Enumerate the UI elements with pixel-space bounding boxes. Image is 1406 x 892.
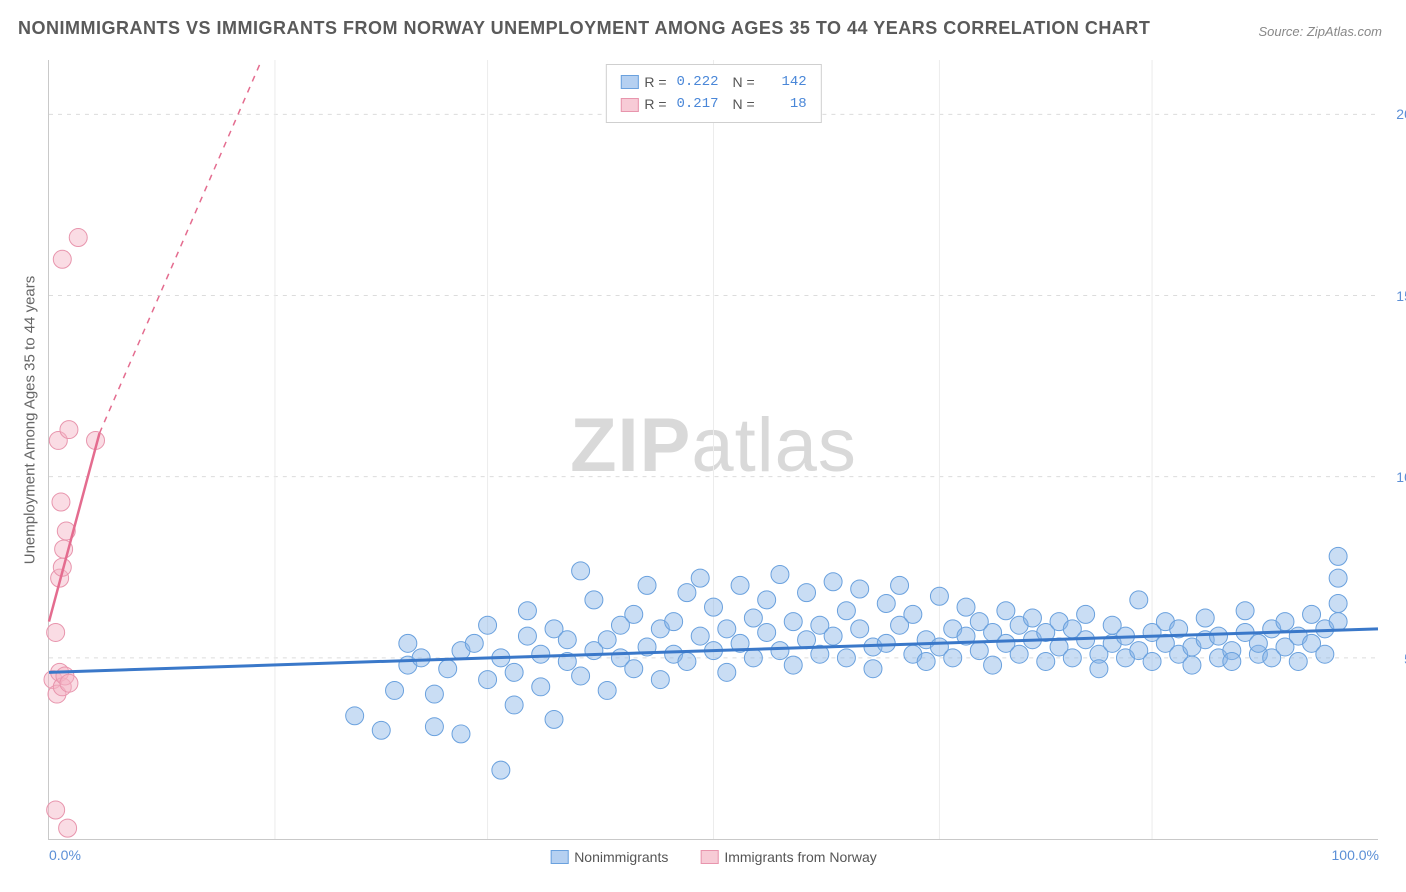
stats-legend: R = 0.222 N = 142 R = 0.217 N = 18: [605, 64, 821, 123]
n-label: N =: [733, 71, 755, 93]
series-legend: Nonimmigrants Immigrants from Norway: [550, 849, 877, 865]
plot-area: ZIPatlas 5.0%10.0%15.0%20.0% 0.0%100.0% …: [48, 60, 1378, 840]
x-tick-label: 100.0%: [1332, 847, 1379, 863]
y-axis-label: Unemployment Among Ages 35 to 44 years: [22, 276, 39, 565]
source-attribution: Source: ZipAtlas.com: [1258, 24, 1382, 39]
legend-blue: Nonimmigrants: [550, 849, 668, 865]
r-value: 0.222: [673, 71, 719, 93]
swatch-pink-icon: [700, 850, 718, 864]
n-value: 142: [761, 71, 807, 93]
n-value: 18: [761, 93, 807, 115]
chart-title: NONIMMIGRANTS VS IMMIGRANTS FROM NORWAY …: [18, 18, 1150, 39]
legend-pink: Immigrants from Norway: [700, 849, 876, 865]
r-label: R =: [644, 71, 666, 93]
swatch-pink-icon: [620, 98, 638, 112]
r-value: 0.217: [673, 93, 719, 115]
legend-pink-label: Immigrants from Norway: [724, 849, 876, 865]
scatter-svg: [49, 60, 1378, 839]
y-tick-label: 20.0%: [1396, 106, 1406, 122]
swatch-blue-icon: [550, 850, 568, 864]
x-tick-label: 0.0%: [49, 847, 81, 863]
n-label: N =: [733, 93, 755, 115]
legend-row-blue: R = 0.222 N = 142: [620, 71, 806, 93]
y-tick-label: 15.0%: [1396, 288, 1406, 304]
legend-row-pink: R = 0.217 N = 18: [620, 93, 806, 115]
swatch-blue-icon: [620, 75, 638, 89]
r-label: R =: [644, 93, 666, 115]
y-tick-label: 10.0%: [1396, 469, 1406, 485]
legend-blue-label: Nonimmigrants: [574, 849, 668, 865]
